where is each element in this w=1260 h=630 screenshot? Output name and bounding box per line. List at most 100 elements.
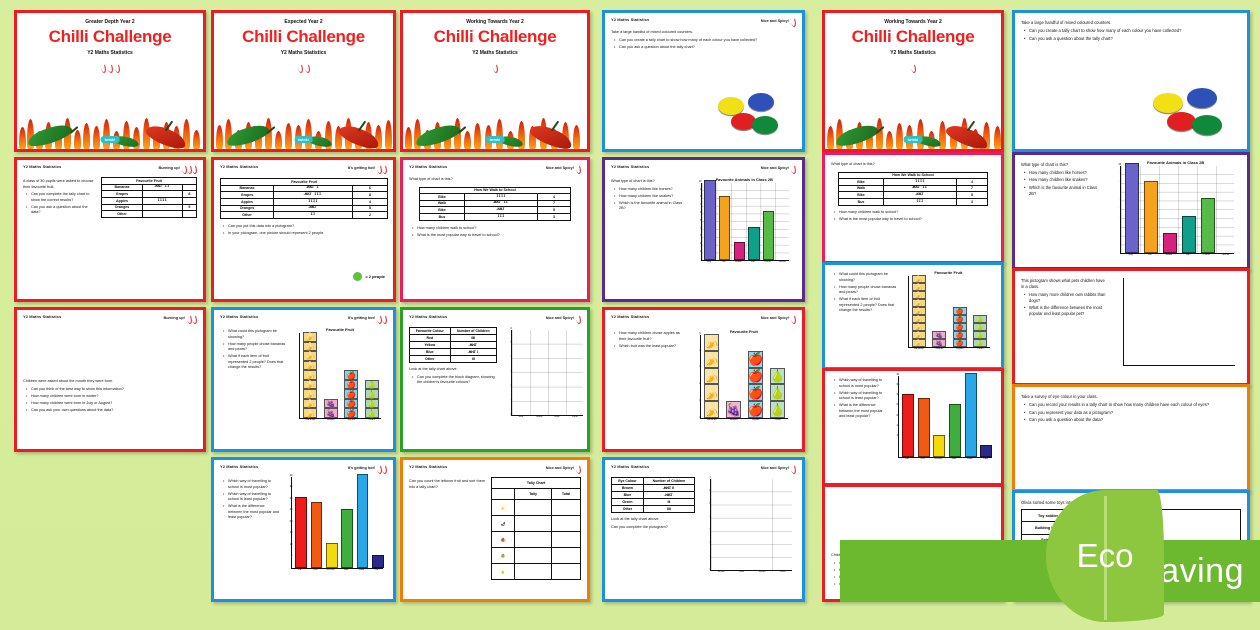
card-header-label: Y2 Maths Statistics [23,314,62,319]
y-tick-label: 4 [1119,215,1122,219]
chart-plot-area: 0 1 2 3 4 5 6 7 Brown Blue Green Other [709,475,792,573]
chilli-icon-group [377,465,387,473]
pictogram-cell: 🍌 [303,398,318,409]
y-tick-label: 2 [1119,233,1122,237]
y-tick-label: 30 [896,393,900,397]
table-row: 🍐 [491,563,581,580]
card-pets-pictogram[interactable]: This pictogram shows what pets children … [1012,268,1250,386]
card-favourite-fruit-tally-gd[interactable]: Y2 Maths Statistics Burning up! A class … [14,157,206,302]
pictogram-cell: 🍌 [911,275,926,283]
x-tick-label: Other [572,415,578,418]
question-item: Can you create a tally chart to show how… [614,38,796,44]
pictogram-cell: 🍌 [303,379,318,390]
question-item: What is the most popular way to travel t… [834,217,995,223]
chart-travel-to-school: 5 10 15 20 25 30 35 40 Car Bus Scooter Bike Walk Tra… [283,473,387,571]
chilli-icon-group [403,59,587,68]
question-item: Can you ask a question about the tally c… [1024,36,1241,42]
card-counters-activity[interactable]: Y2 Maths Statistics Nice and Spicy! Take… [602,10,805,152]
bar [1162,233,1177,253]
y-tick-label: 15 [896,423,900,427]
pictogram-cell: 🍌 [303,360,318,371]
question-item: Which way of travelling to school is mos… [834,378,886,389]
x-tick-label: Yellow [535,415,543,418]
pictogram-cell: 🍎 [952,331,967,339]
question-item: What if each item of fruit represented 2… [834,297,898,314]
pictogram-cell: 🍎 [952,307,967,315]
card-counters-activity-right[interactable]: Take a large handful of mixed coloured c… [1012,10,1250,152]
chilli-icon [791,165,796,173]
chart-travel-to-school: 5 10 15 20 25 30 35 40 Car Bus Scooter Bike Walk Tra… [890,373,995,460]
y-tick-label: 1 [1119,241,1122,245]
card-favourite-fruit-pictogram-task[interactable]: Y2 Maths Statistics It's getting hot! Fa… [211,157,396,302]
question-item: Can you represent your data as a pictogr… [1024,410,1241,416]
table-row: Bike̶H̶H̶T 5 [419,206,571,215]
y-tick-label: 7 [709,475,711,479]
block-cell: 🍌 [704,367,720,385]
x-tick-label: Pears [774,418,781,421]
question-item: How many children walk to school? [412,226,581,232]
y-tick-label: 4 [510,355,512,359]
card-fruit-pictogram-right[interactable]: What could this pictogram be showing? Ho… [822,262,1004,370]
counters-illustration [718,89,788,135]
watermark-eco-text: Eco [1076,537,1134,574]
eco-leaf-icon: Eco [1046,490,1164,622]
title-card-working-towards[interactable]: Working Towards Year 2 Chilli Challenge … [400,10,590,152]
card-prompt: What type of chart is this? [611,179,655,183]
card-eye-colour-pictogram[interactable]: Y2 Maths Statistics Nice and Spicy! Eye … [602,457,805,602]
x-tick-label: Scooter [934,457,943,460]
question-item: How many children like horses? [614,187,687,193]
card-eye-colour-survey[interactable]: Take a survey of eye colour in your clas… [1012,384,1250,492]
card-birth-months[interactable]: Y2 Maths Statistics Burning up! Children… [14,307,206,452]
y-axis-ticks [1119,278,1124,365]
question-item: How many children walk to school? [834,210,995,216]
card-walk-to-school-tally[interactable]: Y2 Maths Statistics Nice and Spicy! What… [400,157,590,302]
spice-label: Burning up! [163,316,185,321]
card-travel-bar-chart-right[interactable]: Which way of travelling to school is mos… [822,368,1004,486]
y-tick-label: 40 [289,473,293,477]
title-card-expected[interactable]: Expected Year 2 Chilli Challenge Y2 Math… [211,10,396,152]
y-tick-label: 6 [709,488,711,492]
question-item: How many children like snakes? [614,194,687,200]
table-caption: How We Walk to School [838,171,988,179]
card-leftover-fruit-tally[interactable]: Y2 Maths Statistics Nice and Spicy! Can … [400,457,590,602]
chilli-icon-group [825,59,1001,68]
twinkl-logo: twinkl [294,136,313,143]
y-tick-label: 25 [896,403,900,407]
bar [980,444,993,457]
spice-label: Nice and Spicy! [760,316,789,321]
card-walk-to-school-tally-right[interactable]: What type of chart is this? How We Walk … [822,152,1004,264]
card-header-label: Y2 Maths Statistics [611,17,650,22]
block-cell: 🍐 [770,367,786,385]
title-level: Greater Depth Year 2 [85,19,135,25]
table-caption: How We Walk to School [419,186,571,194]
question-item: Can you think of the best way to show th… [26,387,197,393]
y-tick-label: 3 [709,528,711,532]
table-header-row: Favourite Colour Number of Children [409,327,498,335]
card-fruit-block-chart[interactable]: Y2 Maths Statistics Nice and Spicy! How … [602,307,805,452]
title-card-greater-depth[interactable]: Greater Depth Year 2 Chilli Challenge Y2… [14,10,206,152]
card-caption: Children were asked about the month they… [23,379,114,383]
x-tick-label: Bananas [305,418,316,421]
pictogram-cell: 🍌 [911,339,926,347]
card-intro: Look at the tally chart above. [611,517,660,521]
tally-chart-blank: Tally Chart Tally Total 🍌 🌶 🍎 🍏 🍐 [491,477,581,580]
bar [325,543,338,568]
y-tick-label: 30 [289,496,293,500]
y-tick-label: 10 [1118,162,1122,166]
card-travel-bar-chart[interactable]: Y2 Maths Statistics It's getting hot! Wh… [211,457,396,602]
chilli-icon-group [377,165,387,173]
table-row: Blue̶H̶H̶T I [409,348,498,356]
chart-colour-block-blank: 0 1 2 3 4 5 6 Red Yellow Blue Other [503,327,583,418]
card-favourite-animals-chart[interactable]: Y2 Maths Statistics Nice and Spicy! What… [602,157,805,302]
title-card-working-towards-2[interactable]: Working Towards Year 2 Chilli Challenge … [822,10,1004,152]
card-colour-block-diagram[interactable]: Y2 Maths Statistics Nice and Spicy! Favo… [400,307,590,452]
pictogram-cell: 🍎 [344,370,359,380]
card-fruit-pictogram[interactable]: Y2 Maths Statistics It's getting hot! Wh… [211,307,396,452]
flames-decoration [825,101,1001,149]
bar [902,393,915,457]
chart-plot-area: 5 10 15 20 25 30 35 40 Car Bus Scooter Bike Walk Tra… [289,473,384,571]
card-favourite-animals-chart-right[interactable]: What type of chart is this? How many chi… [1012,152,1250,270]
pictogram-cell: 🍐 [973,315,988,323]
page-title: Chilli Challenge [433,27,557,46]
